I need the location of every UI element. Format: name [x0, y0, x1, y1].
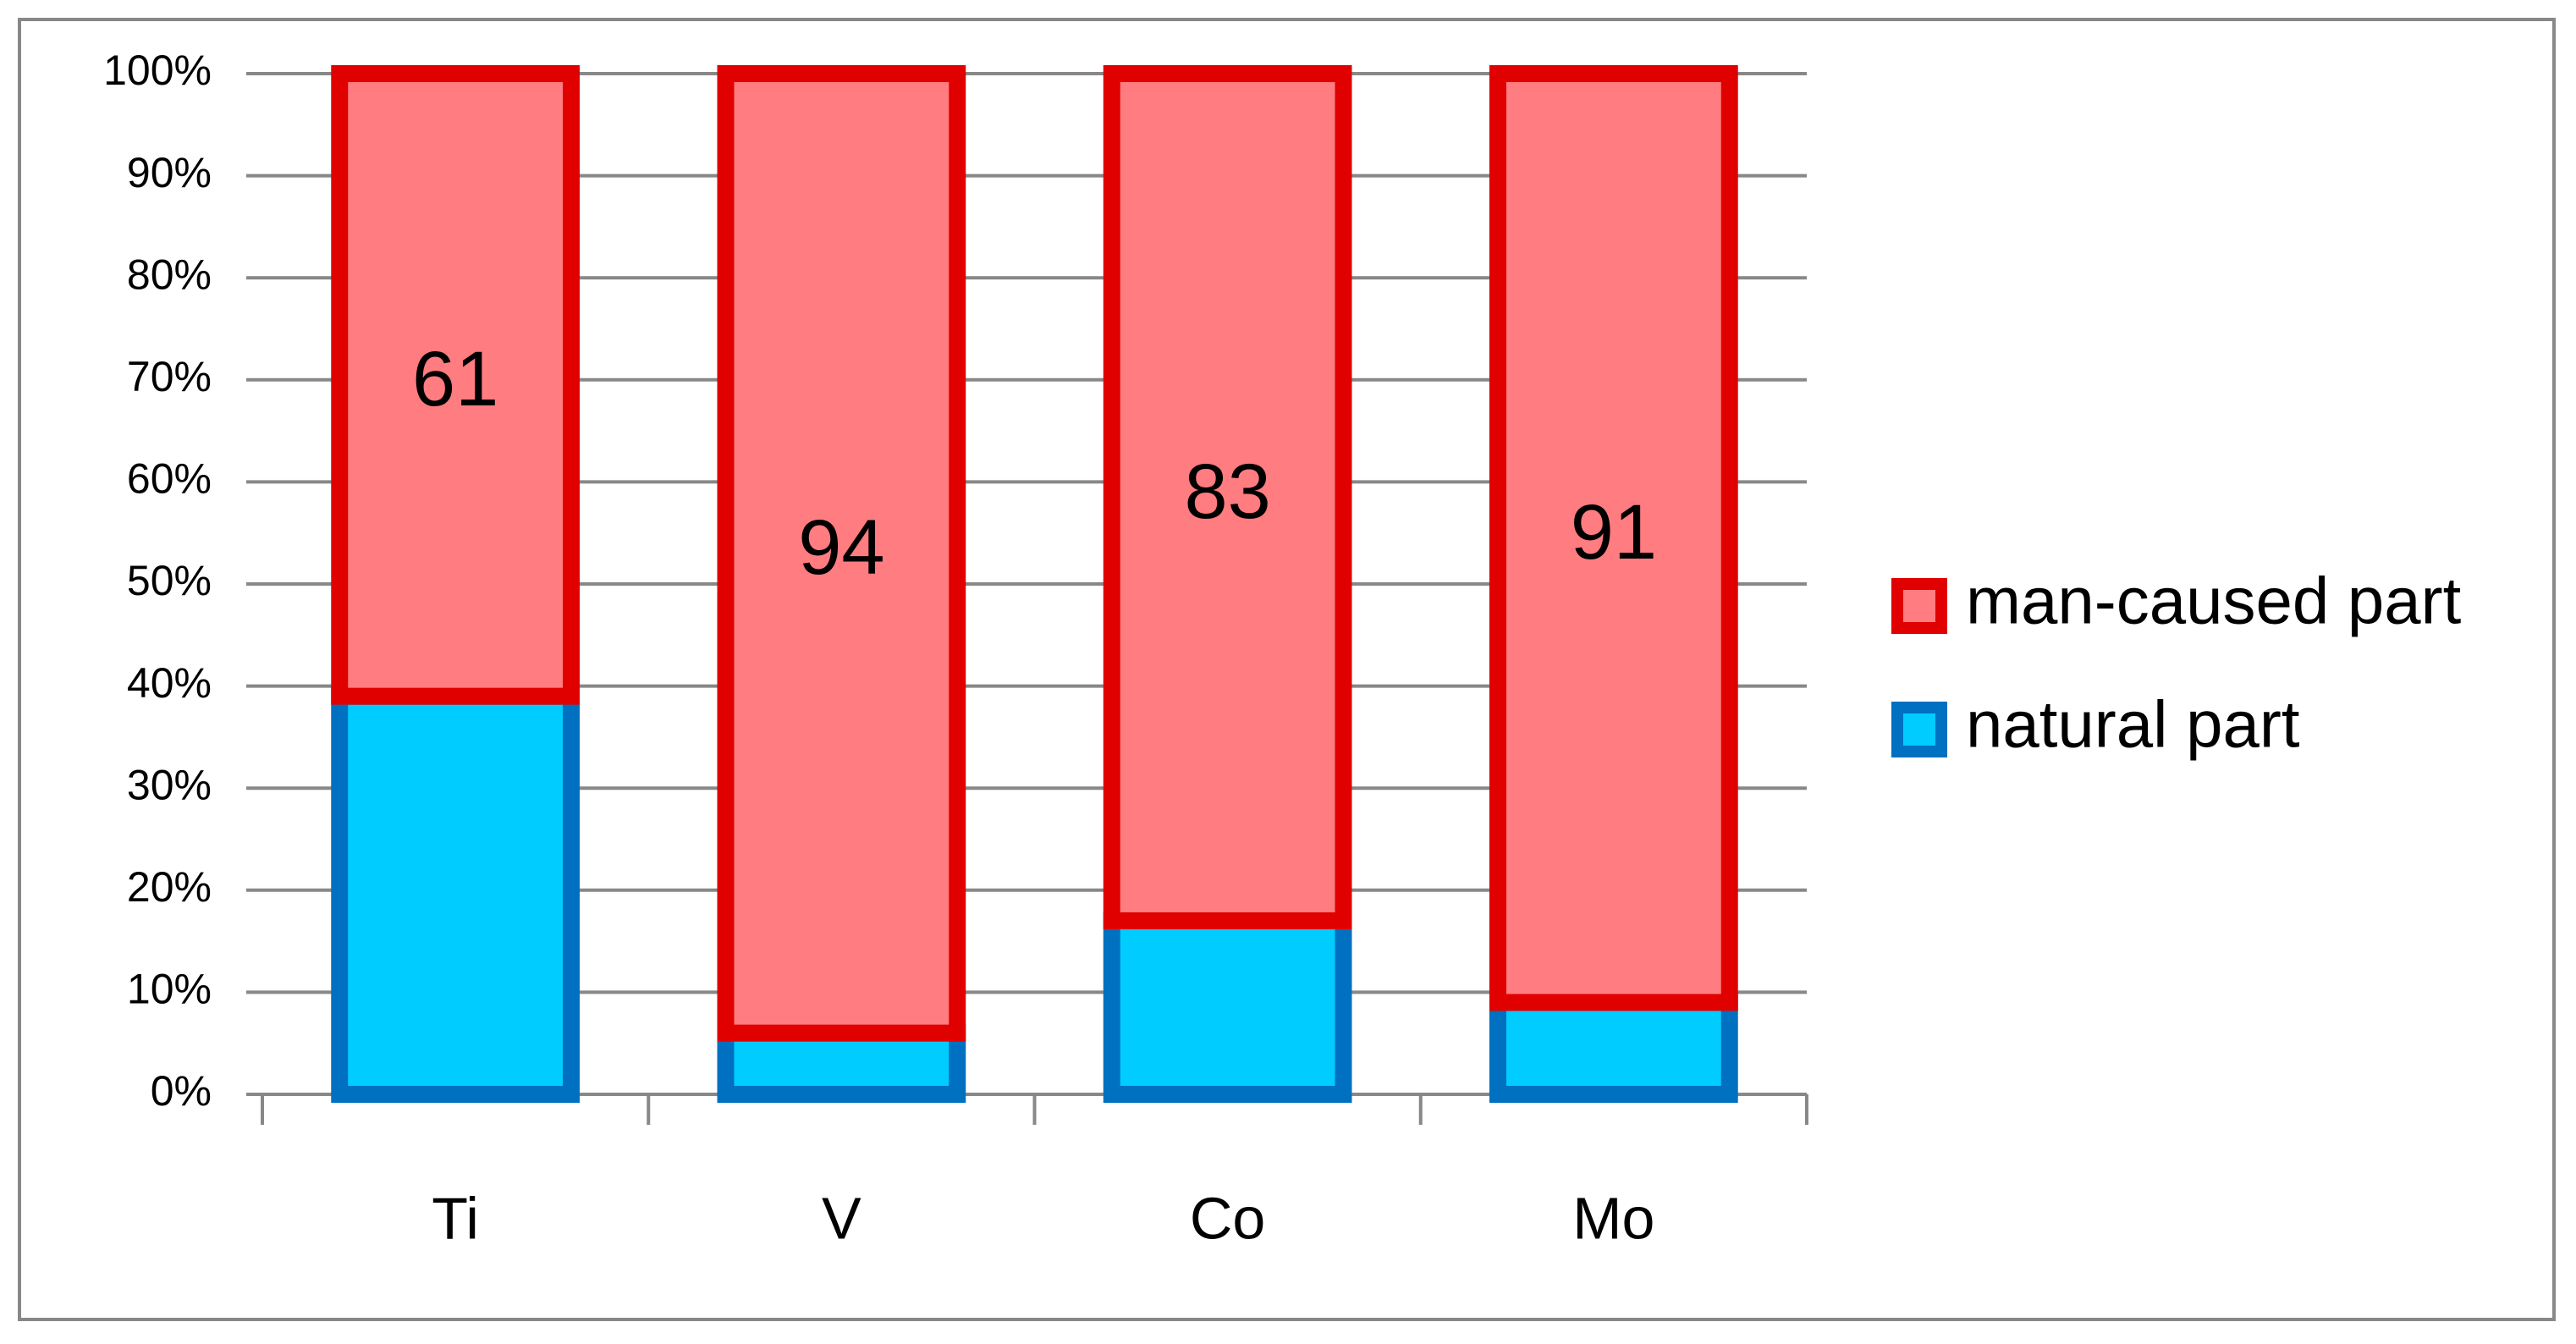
y-tick-label: 40%: [127, 659, 212, 707]
y-tick-label: 50%: [127, 557, 212, 604]
data-label: 91: [1571, 489, 1657, 576]
y-tick-label: 90%: [127, 149, 212, 196]
y-tick-label: 10%: [127, 966, 212, 1013]
legend-label: natural part: [1966, 687, 2300, 762]
bar-segment: [1103, 912, 1352, 1103]
bar-segment: [331, 65, 580, 705]
x-tick-label: Mo: [1572, 1185, 1654, 1251]
legend-swatch: [1891, 578, 1947, 634]
y-tick-label: 20%: [127, 863, 212, 911]
data-label: 61: [412, 336, 498, 422]
y-tick-label: 30%: [127, 761, 212, 808]
bar-segment: [717, 1024, 966, 1104]
x-tick-label: Ti: [432, 1185, 479, 1251]
bar-segment: [1489, 65, 1738, 1011]
data-label: 83: [1184, 449, 1270, 535]
y-tick-label: 60%: [127, 455, 212, 503]
x-tick-label: V: [822, 1185, 861, 1251]
data-label: 94: [798, 504, 884, 591]
y-tick-label: 70%: [127, 353, 212, 400]
legend-swatch: [1891, 702, 1947, 757]
y-tick-label: 0%: [151, 1067, 212, 1115]
y-tick-label: 80%: [127, 251, 212, 298]
bar-segment: [331, 687, 580, 1103]
bar-segment: [1489, 994, 1738, 1103]
x-tick-label: Co: [1190, 1185, 1265, 1251]
legend-label: man-caused part: [1966, 564, 2462, 638]
bar-segment: [1103, 65, 1352, 929]
y-tick-label: 100%: [103, 47, 212, 94]
bar-segment: [717, 65, 966, 1042]
